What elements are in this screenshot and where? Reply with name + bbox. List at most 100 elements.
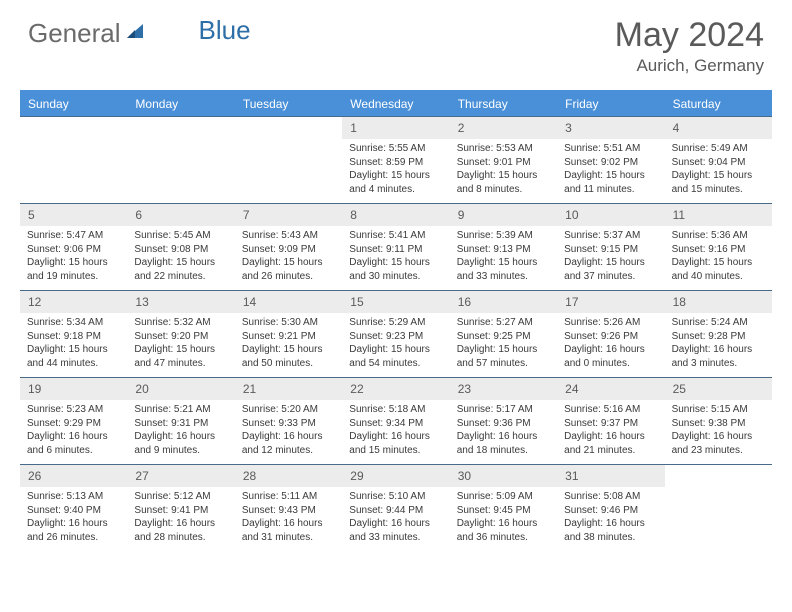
daylight-text: Daylight: 15 hours and 11 minutes. — [564, 169, 657, 196]
day-cell: 7Sunrise: 5:43 AMSunset: 9:09 PMDaylight… — [235, 204, 342, 290]
sunset-text: Sunset: 9:09 PM — [242, 243, 335, 257]
day-info: Sunrise: 5:36 AMSunset: 9:16 PMDaylight:… — [665, 226, 772, 289]
day-number: 25 — [665, 378, 772, 400]
day-info: Sunrise: 5:53 AMSunset: 9:01 PMDaylight:… — [450, 139, 557, 202]
sunset-text: Sunset: 9:01 PM — [457, 156, 550, 170]
day-number: 22 — [342, 378, 449, 400]
day-cell — [127, 117, 234, 203]
calendar: Sunday Monday Tuesday Wednesday Thursday… — [20, 90, 772, 551]
sunrise-text: Sunrise: 5:23 AM — [27, 403, 120, 417]
day-cell — [665, 465, 772, 551]
day-cell: 16Sunrise: 5:27 AMSunset: 9:25 PMDayligh… — [450, 291, 557, 377]
day-number: 17 — [557, 291, 664, 313]
sunset-text: Sunset: 9:26 PM — [564, 330, 657, 344]
day-cell: 11Sunrise: 5:36 AMSunset: 9:16 PMDayligh… — [665, 204, 772, 290]
day-info: Sunrise: 5:47 AMSunset: 9:06 PMDaylight:… — [20, 226, 127, 289]
day-number: 13 — [127, 291, 234, 313]
sunrise-text: Sunrise: 5:18 AM — [349, 403, 442, 417]
daylight-text: Daylight: 16 hours and 36 minutes. — [457, 517, 550, 544]
sunset-text: Sunset: 9:31 PM — [134, 417, 227, 431]
day-info: Sunrise: 5:49 AMSunset: 9:04 PMDaylight:… — [665, 139, 772, 202]
day-info: Sunrise: 5:12 AMSunset: 9:41 PMDaylight:… — [127, 487, 234, 550]
daylight-text: Daylight: 16 hours and 23 minutes. — [672, 430, 765, 457]
sunset-text: Sunset: 9:06 PM — [27, 243, 120, 257]
day-info: Sunrise: 5:51 AMSunset: 9:02 PMDaylight:… — [557, 139, 664, 202]
day-info: Sunrise: 5:13 AMSunset: 9:40 PMDaylight:… — [20, 487, 127, 550]
daylight-text: Daylight: 15 hours and 4 minutes. — [349, 169, 442, 196]
sunset-text: Sunset: 9:33 PM — [242, 417, 335, 431]
day-number: 11 — [665, 204, 772, 226]
day-number: 21 — [235, 378, 342, 400]
day-info: Sunrise: 5:55 AMSunset: 8:59 PMDaylight:… — [342, 139, 449, 202]
sunrise-text: Sunrise: 5:34 AM — [27, 316, 120, 330]
day-info: Sunrise: 5:20 AMSunset: 9:33 PMDaylight:… — [235, 400, 342, 463]
day-number: 15 — [342, 291, 449, 313]
day-cell: 30Sunrise: 5:09 AMSunset: 9:45 PMDayligh… — [450, 465, 557, 551]
daylight-text: Daylight: 16 hours and 28 minutes. — [134, 517, 227, 544]
sunrise-text: Sunrise: 5:45 AM — [134, 229, 227, 243]
daylight-text: Daylight: 16 hours and 0 minutes. — [564, 343, 657, 370]
sunset-text: Sunset: 8:59 PM — [349, 156, 442, 170]
sunset-text: Sunset: 9:11 PM — [349, 243, 442, 257]
day-header: Tuesday — [235, 92, 342, 116]
day-cell: 3Sunrise: 5:51 AMSunset: 9:02 PMDaylight… — [557, 117, 664, 203]
daylight-text: Daylight: 15 hours and 37 minutes. — [564, 256, 657, 283]
sunset-text: Sunset: 9:43 PM — [242, 504, 335, 518]
day-cell — [20, 117, 127, 203]
day-number: 14 — [235, 291, 342, 313]
day-header-row: Sunday Monday Tuesday Wednesday Thursday… — [20, 92, 772, 116]
day-header: Thursday — [450, 92, 557, 116]
daylight-text: Daylight: 15 hours and 19 minutes. — [27, 256, 120, 283]
sunrise-text: Sunrise: 5:30 AM — [242, 316, 335, 330]
day-info: Sunrise: 5:34 AMSunset: 9:18 PMDaylight:… — [20, 313, 127, 376]
day-cell: 19Sunrise: 5:23 AMSunset: 9:29 PMDayligh… — [20, 378, 127, 464]
daylight-text: Daylight: 15 hours and 26 minutes. — [242, 256, 335, 283]
daylight-text: Daylight: 16 hours and 21 minutes. — [564, 430, 657, 457]
sunset-text: Sunset: 9:34 PM — [349, 417, 442, 431]
sunrise-text: Sunrise: 5:09 AM — [457, 490, 550, 504]
day-cell: 23Sunrise: 5:17 AMSunset: 9:36 PMDayligh… — [450, 378, 557, 464]
week-row: 12Sunrise: 5:34 AMSunset: 9:18 PMDayligh… — [20, 290, 772, 377]
day-info: Sunrise: 5:37 AMSunset: 9:15 PMDaylight:… — [557, 226, 664, 289]
day-info: Sunrise: 5:29 AMSunset: 9:23 PMDaylight:… — [342, 313, 449, 376]
sunset-text: Sunset: 9:21 PM — [242, 330, 335, 344]
day-info: Sunrise: 5:18 AMSunset: 9:34 PMDaylight:… — [342, 400, 449, 463]
day-cell: 8Sunrise: 5:41 AMSunset: 9:11 PMDaylight… — [342, 204, 449, 290]
sunrise-text: Sunrise: 5:39 AM — [457, 229, 550, 243]
daylight-text: Daylight: 16 hours and 9 minutes. — [134, 430, 227, 457]
sunrise-text: Sunrise: 5:13 AM — [27, 490, 120, 504]
day-info: Sunrise: 5:45 AMSunset: 9:08 PMDaylight:… — [127, 226, 234, 289]
daylight-text: Daylight: 15 hours and 33 minutes. — [457, 256, 550, 283]
day-info: Sunrise: 5:17 AMSunset: 9:36 PMDaylight:… — [450, 400, 557, 463]
sunset-text: Sunset: 9:02 PM — [564, 156, 657, 170]
day-header: Saturday — [665, 92, 772, 116]
week-row: 5Sunrise: 5:47 AMSunset: 9:06 PMDaylight… — [20, 203, 772, 290]
day-info: Sunrise: 5:24 AMSunset: 9:28 PMDaylight:… — [665, 313, 772, 376]
day-cell: 28Sunrise: 5:11 AMSunset: 9:43 PMDayligh… — [235, 465, 342, 551]
day-cell: 14 Sunrise: 5:30 AMSunset: 9:21 PMDayligh… — [235, 291, 342, 377]
daylight-text: Daylight: 15 hours and 44 minutes. — [27, 343, 120, 370]
day-info: Sunrise: 5:23 AMSunset: 9:29 PMDaylight:… — [20, 400, 127, 463]
day-cell: 29Sunrise: 5:10 AMSunset: 9:44 PMDayligh… — [342, 465, 449, 551]
daylight-text: Daylight: 16 hours and 38 minutes. — [564, 517, 657, 544]
sunrise-text: Sunrise: 5:49 AM — [672, 142, 765, 156]
daylight-text: Daylight: 15 hours and 47 minutes. — [134, 343, 227, 370]
day-cell: 26Sunrise: 5:13 AMSunset: 9:40 PMDayligh… — [20, 465, 127, 551]
sunset-text: Sunset: 9:37 PM — [564, 417, 657, 431]
sunset-text: Sunset: 9:38 PM — [672, 417, 765, 431]
day-number: 29 — [342, 465, 449, 487]
sunrise-text: Sunrise: 5:17 AM — [457, 403, 550, 417]
sunrise-text: Sunrise: 5:51 AM — [564, 142, 657, 156]
day-number: 30 — [450, 465, 557, 487]
daylight-text: Daylight: 15 hours and 30 minutes. — [349, 256, 442, 283]
day-cell: 21Sunrise: 5:20 AMSunset: 9:33 PMDayligh… — [235, 378, 342, 464]
day-number: 27 — [127, 465, 234, 487]
sunrise-text: Sunrise: 5:55 AM — [349, 142, 442, 156]
header: General Blue May 2024 Aurich, Germany — [0, 0, 792, 82]
day-number: 9 — [450, 204, 557, 226]
sunrise-text: Sunrise: 5:29 AM — [349, 316, 442, 330]
sunrise-text: Sunrise: 5:47 AM — [27, 229, 120, 243]
week-row: 19Sunrise: 5:23 AMSunset: 9:29 PMDayligh… — [20, 377, 772, 464]
day-number: 16 — [450, 291, 557, 313]
daylight-text: Daylight: 15 hours and 50 minutes. — [242, 343, 335, 370]
